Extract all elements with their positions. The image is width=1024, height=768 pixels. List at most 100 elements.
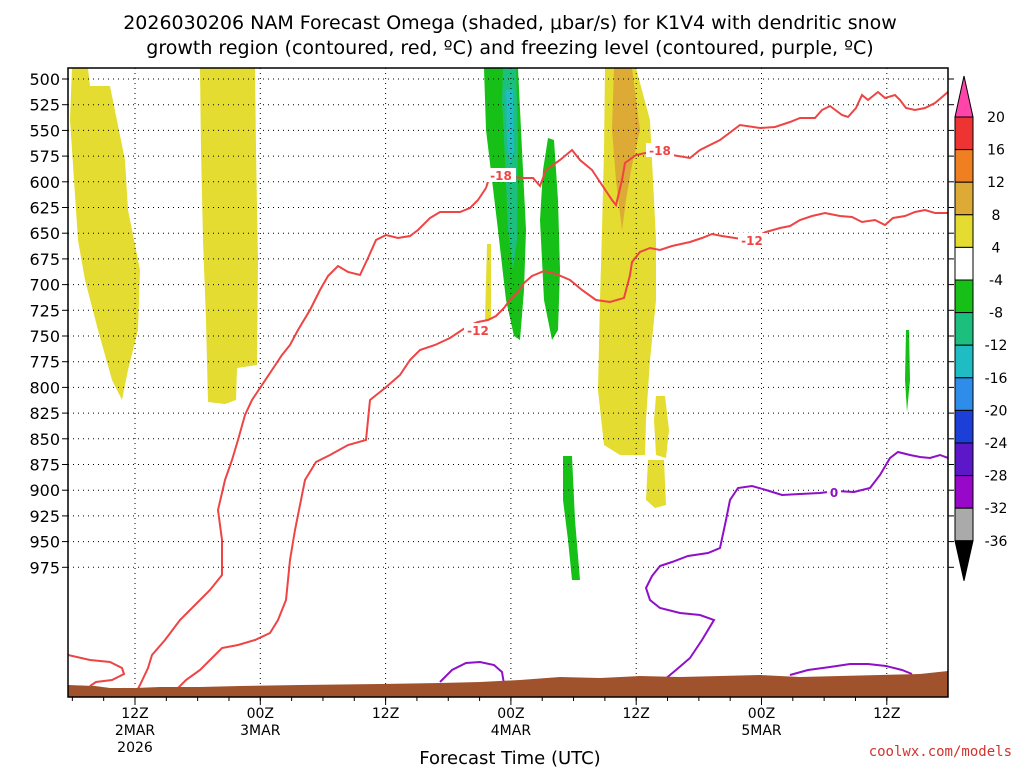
omega-positive-region-4 (646, 460, 666, 508)
colorbar: 20 16 12 8 4 -4 -8 -12 -16 -20 -24 -28 -32 -36 (954, 75, 1008, 581)
contour-label-bg-3 (464, 323, 492, 337)
y-tick-label: 750 (29, 327, 60, 346)
y-tick-label: 575 (29, 147, 60, 166)
colorbar-swatch (954, 475, 974, 509)
plot-frame (67, 67, 949, 698)
y-tick-label: 650 (29, 224, 60, 243)
colorbar-label: 8 (992, 208, 1001, 224)
y-tick-label: 725 (29, 301, 60, 320)
colorbar-top-arrow (954, 75, 974, 118)
x-tick-label: 4MAR (491, 723, 532, 739)
y-tick-label: 625 (29, 199, 60, 218)
y-tick-label: 600 (29, 173, 60, 192)
contour-label-zero: 0 (830, 486, 838, 500)
red-contour-minus18 (485, 90, 948, 208)
x-tick-label: 12Z (873, 706, 900, 722)
omega-positive-region-5 (654, 396, 669, 458)
x-tick-label: 00Z (247, 706, 274, 722)
colorbar-swatch (954, 312, 974, 346)
y-tick-label: 500 (29, 70, 60, 89)
y-tick-label: 675 (29, 250, 60, 269)
terrain (68, 671, 948, 697)
y-tick-label: 900 (29, 481, 60, 500)
colorbar-label: -28 (985, 469, 1008, 485)
colorbar-label: -4 (989, 273, 1003, 289)
contour-label-bg-4 (738, 233, 766, 247)
x-tick-label: 2026 (117, 740, 153, 756)
x-tick-label: 12Z (372, 706, 399, 722)
colorbar-swatch (954, 246, 974, 281)
y-tick-label: 875 (29, 456, 60, 475)
y-axis: 500 525 550 575 600 625 650 675 700 725 750 775 800 8… (29, 70, 954, 577)
contour-label-minus12-b: -12 (741, 234, 763, 248)
x-tick-label: 5MAR (741, 723, 782, 739)
colorbar-swatch (954, 181, 974, 216)
omega-negative-region-2 (540, 138, 560, 340)
colorbar-label: -16 (985, 371, 1008, 387)
colorbar-swatch (954, 442, 974, 477)
colorbar-swatch (954, 116, 974, 151)
x-tick-label: 12Z (121, 706, 148, 722)
x-tick-label: 00Z (497, 706, 524, 722)
colorbar-swatch (954, 149, 974, 183)
grid-lines (68, 68, 948, 697)
omega-negative-region-6 (506, 90, 514, 165)
contour-label-bg-1 (486, 168, 516, 182)
contour-label-bg-5 (827, 485, 841, 499)
colorbar-label: 16 (987, 143, 1005, 159)
colorbar-swatch (954, 409, 974, 444)
omega-positive-region-2 (200, 68, 258, 404)
omega-negative-region-4 (905, 330, 910, 412)
colorbar-swatch (954, 377, 974, 411)
red-contour-minus12-lower (175, 329, 463, 691)
chart-title-line2: growth region (contoured, red, ºC) and f… (146, 37, 873, 59)
contour-label-bg-2 (646, 143, 674, 157)
red-contour-minus12-bottomleft (68, 654, 126, 687)
omega-positive-region-6 (485, 244, 491, 320)
y-tick-label: 975 (29, 558, 60, 577)
colorbar-swatch (954, 344, 974, 379)
colorbar-label: -36 (985, 534, 1008, 550)
credit-text[interactable]: coolwx.com/models (869, 744, 1012, 760)
purple-contour-small-left (439, 660, 505, 685)
colorbar-label: -8 (989, 306, 1003, 322)
colorbar-label: -20 (985, 403, 1008, 419)
red-contour-minus12-upper (461, 208, 948, 331)
y-tick-label: 800 (29, 378, 60, 397)
colorbar-label: -12 (985, 338, 1008, 354)
y-tick-label: 950 (29, 533, 60, 552)
chart-title-line1: 2026030206 NAM Forecast Omega (shaded, μ… (123, 12, 897, 34)
x-tick-label: 3MAR (240, 723, 281, 739)
colorbar-swatch (954, 507, 974, 542)
contour-label-minus18-a: -18 (490, 169, 512, 183)
y-tick-label: 925 (29, 507, 60, 526)
colorbar-label: -32 (985, 501, 1008, 517)
y-tick-label: 775 (29, 353, 60, 372)
purple-contour-freezing-level (644, 450, 948, 681)
colorbar-label: 12 (987, 175, 1005, 191)
y-tick-label: 825 (29, 404, 60, 423)
contour-label-minus18-b: -18 (649, 144, 671, 158)
colorbar-label: 20 (987, 110, 1005, 126)
plot-area: -18 -18 -12 -12 0 (68, 68, 948, 697)
x-tick-label: 2MAR (115, 723, 156, 739)
red-contour-minus18-left (134, 187, 487, 696)
colorbar-label: -24 (985, 436, 1008, 452)
omega-positive-region-3 (598, 68, 656, 455)
colorbar-swatch (954, 214, 974, 248)
omega-positive-region-1 (70, 68, 140, 400)
y-tick-label: 550 (29, 121, 60, 140)
y-tick-label: 700 (29, 276, 60, 295)
omega-negative-region-3 (563, 456, 580, 580)
colorbar-swatch (954, 279, 974, 314)
x-axis-title: Forecast Time (UTC) (419, 748, 600, 768)
x-tick-label: 12Z (622, 706, 649, 722)
colorbar-bottom-arrow (954, 540, 974, 581)
colorbar-label: 4 (992, 240, 1001, 256)
purple-contour-small-right (789, 663, 913, 676)
y-tick-label: 850 (29, 430, 60, 449)
y-tick-label: 525 (29, 96, 60, 115)
contour-label-minus12-a: -12 (467, 324, 489, 338)
